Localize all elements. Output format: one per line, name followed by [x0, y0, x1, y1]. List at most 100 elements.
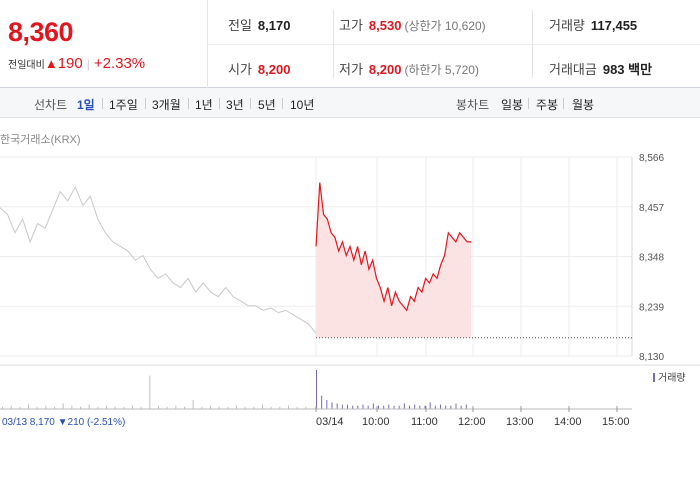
prev-close: 전일 8,170	[228, 15, 290, 34]
high-value: 8,530	[368, 18, 402, 33]
volume-bar	[88, 404, 90, 409]
volume-bar	[347, 404, 348, 409]
volume-bar	[106, 405, 107, 409]
volume-bar	[296, 406, 298, 409]
tab-monthly-candle[interactable]: 월봉	[572, 98, 595, 112]
volume-bar	[367, 405, 369, 409]
tab-separator	[528, 98, 529, 109]
tab-daily-candle[interactable]: 일봉	[501, 98, 524, 112]
tab-1y[interactable]: 1년	[195, 98, 213, 112]
x-tick-label: 12:00	[458, 416, 486, 428]
prev-day-line	[0, 185, 317, 334]
day-low: 저가 8,200 (하한가 5,720)	[339, 59, 479, 78]
volume-bar	[54, 406, 55, 409]
tab-separator	[102, 98, 103, 109]
open-price: 시가 8,200	[228, 59, 290, 78]
volume-value: 117,455	[590, 18, 638, 33]
y-tick-label: 8,457	[639, 203, 664, 214]
y-tick-label: 8,239	[639, 302, 664, 313]
line-chart-label: 선차트	[34, 98, 68, 112]
volume-bar	[45, 405, 47, 409]
tab-1d[interactable]: 1일	[77, 98, 95, 112]
volume-bar	[244, 406, 246, 409]
tab-3y[interactable]: 3년	[226, 98, 244, 112]
volume-bar	[352, 405, 354, 409]
volume-bar	[123, 406, 125, 409]
volume-bar	[175, 405, 177, 409]
volume-bar	[403, 403, 405, 409]
exchange-label: 한국거래소(KRX)	[0, 134, 81, 146]
change-divider: |	[86, 57, 90, 71]
volume-bar	[393, 405, 395, 409]
day-high: 고가 8,530 (상한가 10,620)	[339, 15, 486, 34]
volume-bar	[305, 406, 307, 409]
amount-label: 거래대금	[549, 62, 597, 77]
volume-bar	[19, 406, 21, 409]
trade-amount: 거래대금 983 백만	[549, 59, 652, 78]
volume-bar	[419, 405, 421, 409]
volume-bar	[201, 406, 203, 409]
volume-bar	[460, 405, 462, 409]
volume-bar	[28, 404, 29, 409]
low-value: 8,200	[368, 62, 402, 77]
today-area-fill	[316, 182, 471, 338]
volume-bar	[440, 404, 441, 409]
candle-chart-label: 봉차트	[456, 98, 490, 112]
tab-weekly-candle[interactable]: 주봉	[536, 98, 559, 112]
volume-bar	[288, 405, 289, 409]
lower-limit: (하한가 5,720)	[404, 63, 479, 77]
volume-bar	[270, 406, 272, 409]
chart-period-tabs: 선차트 1일 1주일 3개월 1년 3년 5년 10년 봉차트 일봉 주봉 월봉	[0, 88, 700, 118]
today-price-line	[315, 182, 471, 312]
amount-value: 983 백만	[602, 62, 653, 77]
tab-3m[interactable]: 3개월	[152, 98, 181, 112]
volume-bar	[132, 405, 133, 409]
volume-legend-swatch	[653, 373, 655, 382]
volume-bar	[279, 406, 281, 409]
volume-bar	[455, 403, 457, 409]
tab-separator	[563, 98, 564, 109]
volume-bar	[71, 405, 73, 409]
y-tick-label: 8,566	[639, 153, 664, 164]
volume-bar	[383, 405, 385, 409]
volume-label: 거래량	[549, 18, 585, 33]
volume-bar	[372, 403, 374, 409]
volume-bar	[140, 406, 142, 409]
volume-bar	[114, 406, 116, 409]
tab-1w[interactable]: 1주일	[109, 98, 138, 112]
change-amount: 190	[57, 55, 83, 72]
y-tick-label: 8,348	[639, 253, 664, 264]
tab-10y[interactable]: 10년	[290, 98, 315, 112]
info-divider	[208, 44, 700, 45]
volume-bar	[184, 406, 185, 409]
change-rate: +2.33%	[93, 55, 146, 72]
volume-bar	[316, 370, 317, 409]
low-label: 저가	[339, 62, 363, 77]
volume-bar	[10, 405, 12, 409]
volume-bar	[434, 405, 436, 409]
info-divider	[532, 10, 533, 78]
volume-bar	[166, 406, 168, 409]
tab-separator	[250, 98, 251, 109]
x-tick-label: 03/14	[316, 416, 344, 428]
open-value: 8,200	[257, 62, 291, 77]
quote-header: 8,360 전일대비▲190 | +2.33% 전일 8,170 고가 8,530 (상한…	[0, 0, 700, 88]
current-price: 8,360	[8, 17, 74, 47]
volume-bar	[158, 405, 159, 409]
volume-bar	[227, 406, 229, 409]
volume-bar	[149, 375, 151, 409]
volume-bar	[357, 405, 359, 409]
volume-bar	[218, 406, 220, 409]
volume-bar	[362, 404, 364, 409]
x-tick-label: 15:00	[602, 416, 630, 428]
volume-bar	[414, 404, 416, 409]
volume-bar	[450, 405, 452, 409]
price-summary: 8,360 전일대비▲190 | +2.33%	[0, 0, 208, 88]
volume-bar	[36, 406, 38, 409]
tab-5y[interactable]: 5년	[258, 98, 276, 112]
volume-bar	[80, 406, 81, 409]
high-label: 고가	[339, 18, 363, 33]
up-arrow-icon: ▲	[44, 56, 58, 71]
volume-bar	[341, 404, 343, 409]
